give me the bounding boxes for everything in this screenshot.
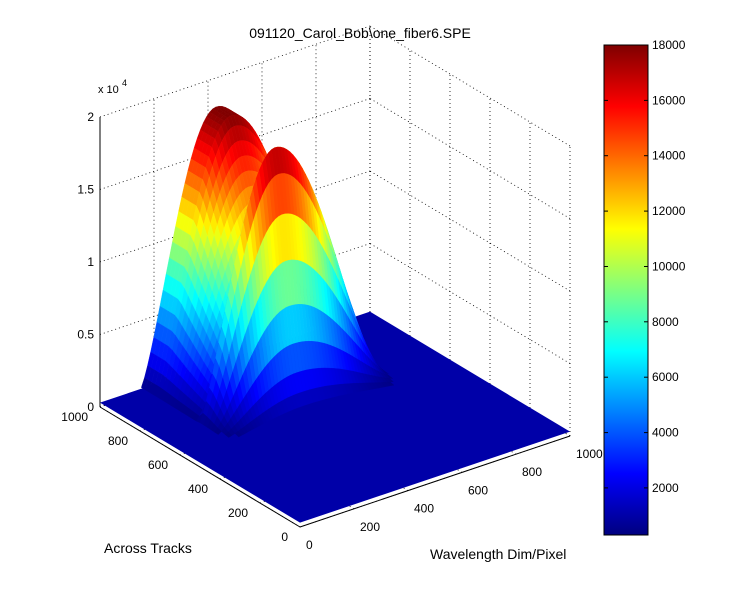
tick-labels: 00.511.520200400600800100002004006008001… xyxy=(61,110,603,552)
z-tick-label: 0 xyxy=(87,400,94,414)
colorbar-ticks: 2000 4000 6000 8000 10000 12000 14000 16000 1800… xyxy=(604,38,686,495)
surface-patch xyxy=(224,431,233,438)
x-tick-label: 600 xyxy=(468,483,488,497)
z-tick-label: 2 xyxy=(87,110,94,124)
y-tick-label: 400 xyxy=(188,482,208,496)
colorbar xyxy=(603,44,649,536)
colorbar-tick-label: 18000 xyxy=(652,38,686,52)
colorbar-tick-label: 4000 xyxy=(652,426,679,440)
z-exponent-power: 4 xyxy=(122,78,127,88)
chart-title: 091120_Carol_Bob\one_fiber6.SPE xyxy=(249,25,471,41)
x-tick-label: 400 xyxy=(414,502,434,516)
x-axis-line xyxy=(299,435,571,528)
y-tick-label: 600 xyxy=(148,458,168,472)
surface-patch xyxy=(214,427,222,435)
back-wall-grid-z xyxy=(99,25,371,118)
axis-lines xyxy=(99,117,571,528)
x-axis-label: Wavelength Dim/Pixel xyxy=(430,546,566,562)
side-wall-grid-z xyxy=(369,98,571,219)
surface-patch xyxy=(234,430,243,438)
z-tick-label: 0.5 xyxy=(77,328,94,342)
side-wall-grid-z xyxy=(369,170,571,292)
y-tick-label: 1000 xyxy=(61,410,88,424)
side-wall-grid-z xyxy=(369,243,571,364)
colorbar-tick-label: 8000 xyxy=(652,315,679,329)
z-tick-label: 1 xyxy=(87,255,94,269)
y-tick-label: 0 xyxy=(281,530,288,544)
colorbar-tick-label: 10000 xyxy=(652,260,686,274)
x-tick-label: 1000 xyxy=(576,447,603,461)
side-wall-grid-z xyxy=(369,25,571,147)
y-axis-label: Across Tracks xyxy=(104,540,192,556)
colorbar-tick-label: 6000 xyxy=(652,370,679,384)
y-tick-label: 200 xyxy=(228,506,248,520)
x-tick-label: 200 xyxy=(360,520,380,534)
y-tick-label: 800 xyxy=(108,434,128,448)
x-tick-label: 0 xyxy=(306,538,313,552)
colorbar-tick-label: 12000 xyxy=(652,204,686,218)
y-axis-line xyxy=(99,406,301,528)
colorbar-tick-label: 14000 xyxy=(652,149,686,163)
z-tick-label: 1.5 xyxy=(77,183,94,197)
colorbar-tick-label: 2000 xyxy=(652,481,679,495)
surface-plot xyxy=(100,105,570,523)
z-exponent-label: x 10 xyxy=(98,84,119,96)
x-tick-label: 800 xyxy=(522,465,542,479)
colorbar-tick-label: 16000 xyxy=(652,93,686,107)
